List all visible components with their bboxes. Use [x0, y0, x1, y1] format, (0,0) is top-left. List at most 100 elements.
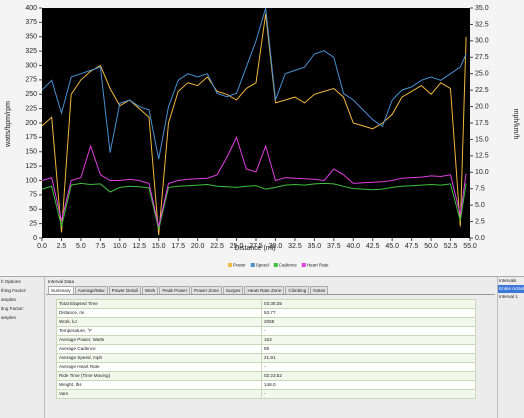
cell-value: -: [261, 362, 476, 372]
table-row: Work, kJ 2068: [56, 317, 476, 327]
chart: Distance (mi) watts/bpm/rpm mph/km/h 0 25…: [0, 0, 524, 276]
y2-tick-label: 7.5: [475, 186, 485, 193]
x-tick-label: 27.5: [249, 243, 263, 250]
x-tick-label: 30.0: [269, 243, 283, 250]
y2-tick-label: 12.5: [475, 153, 489, 160]
table-row: Vam -: [56, 389, 476, 399]
x-tick-label: 7.5: [95, 243, 105, 250]
x-tick-label: 5.0: [76, 243, 86, 250]
y2-tick-label: 2.5: [475, 218, 485, 225]
y-tick-label: 125: [25, 163, 37, 170]
x-tick-label: 42.5: [366, 243, 380, 250]
table-row: Average Speed, mph 21.81: [56, 353, 476, 363]
cell-value: 153: [261, 335, 476, 345]
y-tick-label: 225: [25, 105, 37, 112]
cell-value: 89: [261, 344, 476, 354]
cell-value: 02:23:52: [261, 371, 476, 381]
y-tick-label: 75: [29, 192, 37, 199]
y2-axis-label: mph/km/h: [512, 109, 519, 140]
cell-value: 21.81: [261, 353, 476, 363]
tab[interactable]: Peak Power: [159, 286, 191, 294]
y-tick-label: 175: [25, 134, 37, 141]
series-line: [41, 182, 467, 230]
y-tick-label: 250: [25, 91, 37, 98]
tab[interactable]: Work: [141, 286, 159, 294]
bottom-panel: h Options thing Factor: amples ting Factor:…: [0, 276, 524, 418]
tab[interactable]: Climbing: [285, 286, 310, 294]
intervals-panel: Intervals Entire Activity Interval 1: [497, 277, 524, 418]
y-tick-label: 100: [25, 177, 37, 184]
tab-bar: Summary Average/Max Power Detail Work Peak P…: [46, 286, 495, 295]
series-line: [41, 13, 467, 236]
tab[interactable]: Surges: [222, 286, 244, 294]
table-row: Weight, lbs 148.0: [56, 380, 476, 390]
tab[interactable]: Average/Max: [74, 286, 108, 294]
table-row: Average Heart Rate -: [56, 362, 476, 372]
cell-label: Average Speed, mph: [56, 353, 262, 363]
cell-value: 03:38:35: [261, 299, 476, 309]
option-label: h Options: [1, 279, 21, 284]
y2-tick-label: 15.0: [475, 136, 489, 143]
cell-value: -: [261, 389, 476, 399]
interval-data: Interval Data Summary Average/Max Power De…: [46, 277, 495, 418]
y2-tick-label: 20.0: [475, 103, 489, 110]
legend-swatch: [250, 263, 255, 267]
y-tick-label: 300: [25, 62, 37, 69]
interval-item[interactable]: Interval 1: [499, 294, 518, 299]
x-tick-label: 15.0: [152, 243, 166, 250]
legend-label: Power: [233, 263, 246, 268]
y-tick-label: 275: [25, 77, 37, 84]
x-tick-label: 10.0: [113, 243, 127, 250]
cell-label: Vam: [56, 389, 262, 399]
y-tick-label: 25: [29, 220, 37, 227]
series-line: [41, 136, 467, 227]
x-tick-label: 35.0: [308, 243, 322, 250]
y-tick-label: 375: [25, 19, 37, 26]
y2-tick-label: 32.5: [475, 21, 489, 28]
x-tick-label: 55.0: [463, 243, 477, 250]
option-label: ting Factor:: [1, 306, 24, 311]
cell-label: Work, kJ: [56, 317, 262, 327]
x-tick-label: 2.5: [57, 243, 67, 250]
y2-tick-label: 27.5: [475, 54, 489, 61]
cell-value: 148.0: [261, 380, 476, 390]
x-tick-label: 0.0: [37, 243, 47, 250]
tab[interactable]: Heart Rate Zone: [244, 286, 285, 294]
y-tick-label: 150: [25, 149, 37, 156]
interval-item[interactable]: Entire Activity: [498, 285, 524, 293]
legend-swatch: [228, 263, 232, 267]
cell-label: Distance, mi: [56, 308, 262, 318]
section-title: Interval Data: [48, 279, 75, 284]
y-tick-label: 325: [25, 48, 37, 55]
x-tick-label: 17.5: [171, 243, 185, 250]
table-row: Average Power, Watts 153: [56, 335, 476, 345]
tab[interactable]: Power Detail: [108, 286, 141, 294]
option-label: amples: [1, 315, 16, 320]
tab[interactable]: Notes: [310, 286, 329, 294]
x-tick-label: 32.5: [288, 243, 302, 250]
cell-value: -: [261, 326, 476, 336]
y2-tick-label: 17.5: [475, 120, 489, 127]
y-tick-label: 50: [29, 206, 37, 213]
x-tick-label: 22.5: [210, 243, 224, 250]
x-tick-label: 37.5: [327, 243, 341, 250]
cell-label: Average Heart Rate: [56, 362, 262, 372]
cell-value: 2068: [261, 317, 476, 327]
tab[interactable]: Summary: [48, 286, 74, 294]
cell-label: Average Power, Watts: [56, 335, 262, 345]
intervals-title: Intervals: [499, 278, 517, 283]
legend-label: Heart Rate: [307, 263, 329, 268]
x-tick-label: 45.0: [385, 243, 399, 250]
y-axis-label: watts/bpm/rpm: [5, 101, 12, 148]
summary-table: Total Elapsed Time 03:38:35 Distance, mi 53…: [56, 299, 476, 399]
x-tick-label: 52.5: [444, 243, 458, 250]
y2-tick-label: 30.0: [475, 38, 489, 45]
legend-swatch: [273, 263, 278, 267]
tab[interactable]: Power Zone: [191, 286, 222, 294]
cell-label: Average Cadence: [56, 344, 262, 354]
cell-label: Total Elapsed Time: [56, 299, 262, 309]
y2-tick-label: 10.0: [475, 169, 489, 176]
x-tick-label: 50.0: [424, 243, 438, 250]
y2-tick-label: 25.0: [475, 71, 489, 78]
